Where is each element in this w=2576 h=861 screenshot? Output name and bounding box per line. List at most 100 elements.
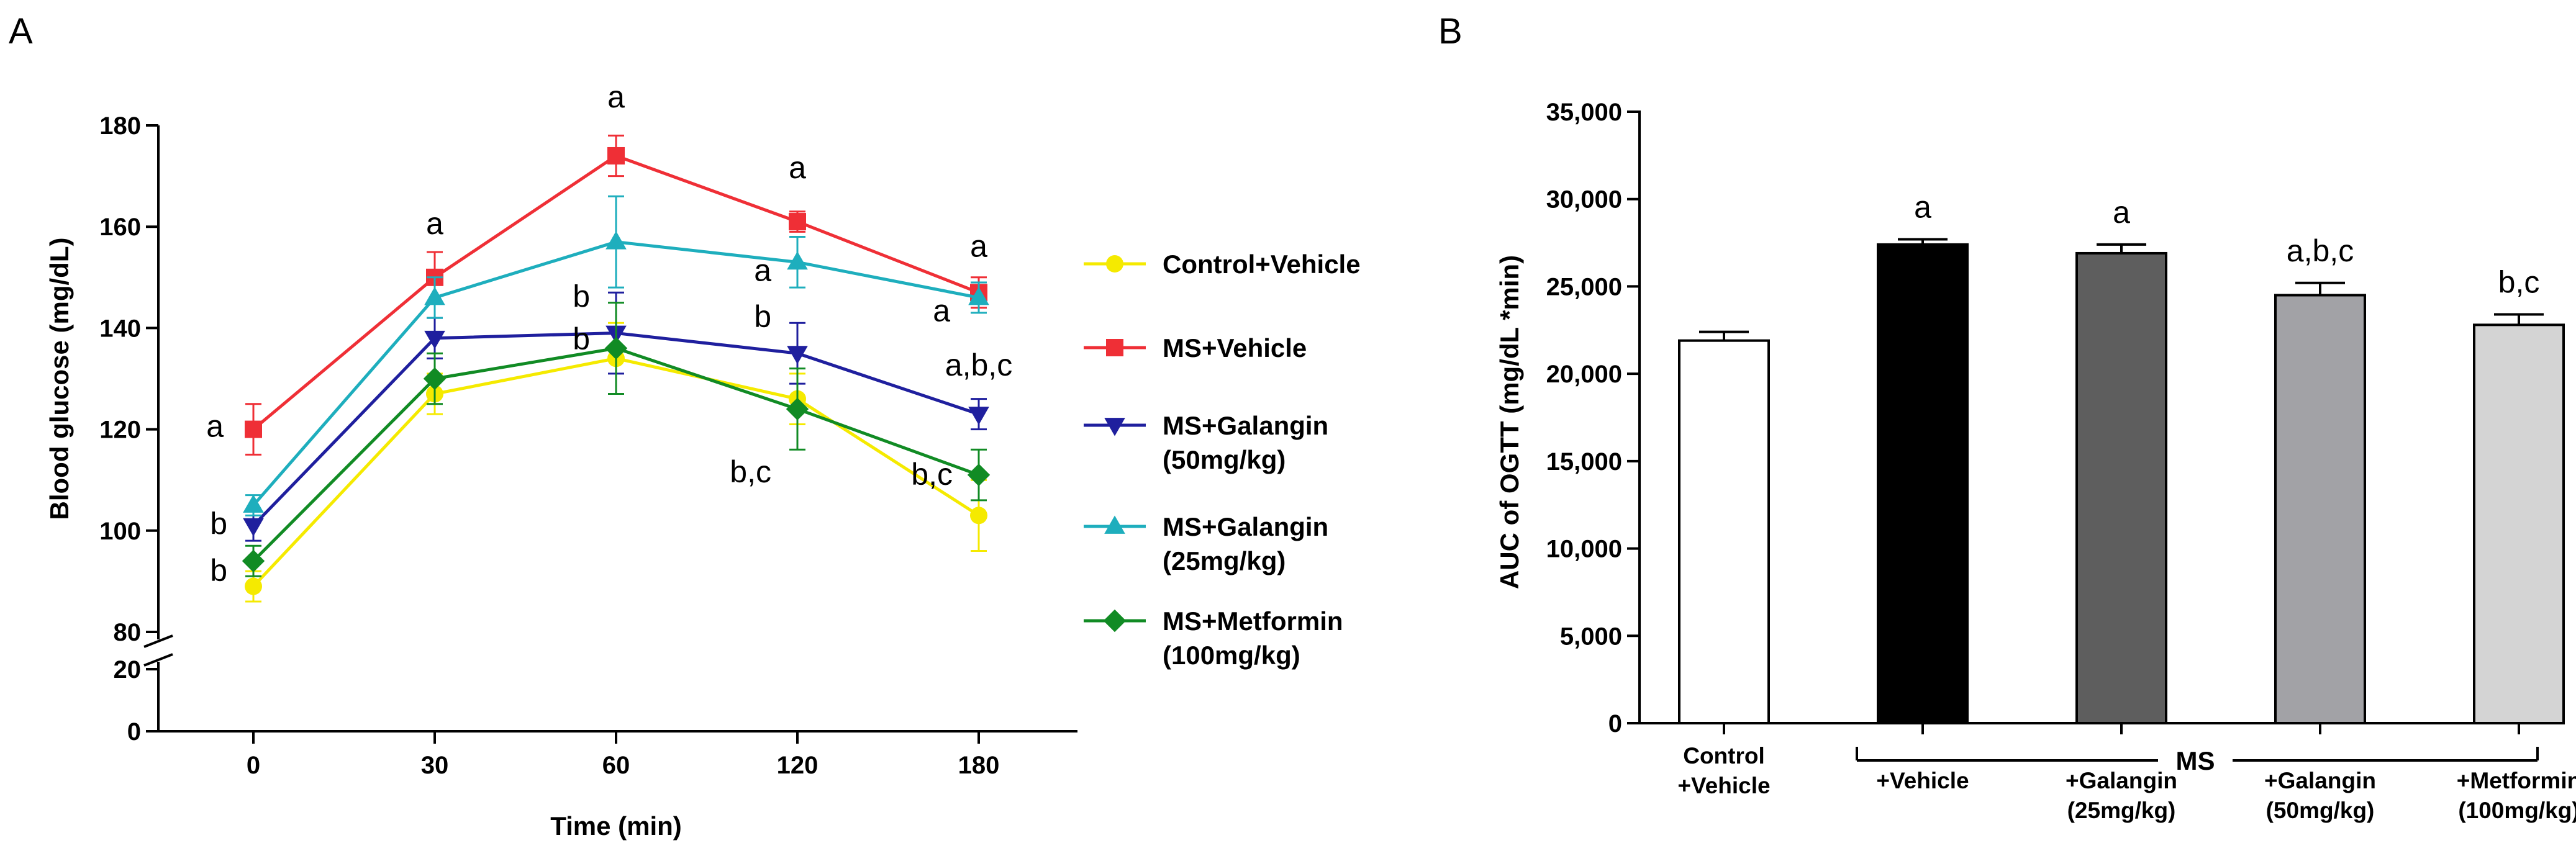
legend-label: MS+Vehicle	[1163, 333, 1307, 363]
chart-panel-a: A 0 20 80 100 120 140 160 180 0 30 60 120 180 Time (m…	[9, 11, 1361, 841]
x-category-label: +Vehicle	[1876, 768, 1969, 793]
x-axis-title: Time (min)	[550, 811, 682, 841]
x-tick-label: 30	[421, 752, 449, 779]
axis-break-mark	[143, 634, 173, 648]
data-point-ms_vehicle	[607, 147, 625, 165]
x-tick-label: 0	[247, 752, 260, 779]
significance-label: a	[426, 206, 443, 241]
significance-label: b	[210, 507, 227, 541]
significance-label: a	[970, 228, 987, 263]
legend-marker-ms_vehicle	[1106, 339, 1123, 356]
y-axis-title: Blood glucose (mg/dL)	[45, 238, 74, 520]
chart-panel-b: B 0 5,000 10,000 15,000 20,000 25,000 30,000 35…	[1438, 11, 2576, 823]
legend-marker-galangin25	[1104, 515, 1125, 534]
significance-label: a,b,c	[945, 348, 1012, 382]
significance-label: a	[1914, 189, 1931, 224]
x-tick-label: 180	[958, 752, 1000, 779]
y-tick-label: 180	[99, 112, 141, 140]
significance-label: b	[754, 299, 771, 334]
x-category-label: (25mg/kg)	[2067, 798, 2176, 823]
legend-label: (100mg/kg)	[1163, 641, 1300, 670]
bar	[1678, 339, 1770, 724]
x-category-label: (50mg/kg)	[2266, 798, 2375, 823]
y-tick-label: 20	[114, 656, 142, 683]
data-point-metformin	[786, 397, 809, 421]
panel-label-b: B	[1438, 11, 1463, 52]
x-category-label: Control	[1683, 743, 1765, 769]
significance-label: a	[607, 79, 625, 114]
data-point-galangin25	[424, 286, 445, 305]
series-metformin	[242, 302, 991, 577]
bar	[2274, 294, 2366, 724]
data-point-galangin50	[424, 330, 445, 349]
y-tick-label: 0	[127, 718, 141, 746]
significance-label: a	[789, 150, 806, 185]
legend-label: MS+Metformin	[1163, 606, 1343, 636]
y-tick-label: 5,000	[1560, 623, 1622, 650]
x-category-label: +Vehicle	[1677, 773, 1770, 798]
data-point-metformin	[242, 549, 265, 572]
data-point-galangin25	[605, 231, 627, 250]
data-point-galangin25	[968, 286, 989, 305]
y-tick-label: 160	[99, 214, 141, 241]
data-point-control	[245, 577, 262, 595]
y-tick-label: 30,000	[1546, 186, 1622, 214]
data-point-ms_vehicle	[789, 213, 806, 231]
data-point-galangin50	[968, 407, 989, 425]
legend-marker-control	[1106, 255, 1123, 273]
data-point-galangin50	[243, 518, 264, 537]
x-tick-label: 60	[602, 752, 630, 779]
x-category-label: (100mg/kg)	[2458, 798, 2576, 823]
data-point-ms_vehicle	[245, 420, 262, 438]
y-tick-label: 35,000	[1546, 99, 1622, 126]
significance-label: a	[933, 293, 950, 328]
data-point-metformin	[967, 463, 991, 487]
group-label: MS	[2176, 746, 2215, 775]
y-tick-label: 0	[1608, 710, 1622, 737]
series-galangin25	[243, 195, 989, 516]
legend-marker-galangin50	[1104, 418, 1125, 436]
y-tick-label: 100	[99, 518, 141, 545]
y-tick-label: 80	[114, 619, 142, 646]
significance-label: a	[2113, 195, 2130, 230]
significance-label: b,c	[911, 457, 953, 492]
significance-label: b	[210, 553, 227, 588]
data-point-metformin	[423, 367, 447, 390]
data-point-control	[970, 507, 987, 525]
legend-label: (50mg/kg)	[1163, 445, 1286, 474]
y-tick-label: 140	[99, 315, 141, 342]
y-tick-label: 120	[99, 417, 141, 444]
data-point-galangin25	[243, 494, 264, 513]
y-axis-title: AUC of OGTT (mg/dL *min)	[1495, 255, 1524, 589]
axis-break-mark	[143, 653, 173, 667]
legend-label: MS+Galangin	[1163, 411, 1328, 440]
x-tick-label: 120	[777, 752, 819, 779]
data-point-metformin	[604, 336, 628, 360]
significance-label: a	[206, 409, 224, 444]
y-tick-label: 10,000	[1546, 536, 1622, 563]
y-tick-label: 25,000	[1546, 273, 1622, 300]
bar	[2473, 323, 2565, 724]
data-point-galangin25	[787, 251, 808, 270]
significance-label: a,b,c	[2287, 233, 2354, 268]
y-tick-label: 15,000	[1546, 448, 1622, 476]
panel-label-a: A	[9, 11, 33, 52]
bar	[2075, 251, 2167, 724]
significance-label: b	[573, 279, 590, 314]
data-point-galangin50	[787, 346, 808, 364]
significance-label: b	[573, 322, 590, 356]
significance-label: b,c	[2498, 264, 2540, 299]
significance-label: b,c	[730, 454, 771, 489]
x-category-label: +Galangin	[2264, 768, 2376, 793]
legend: Control+Vehicle MS+Vehicle MS+Galangin (50m…	[1084, 250, 1361, 670]
y-tick-label: 20,000	[1546, 361, 1622, 388]
legend-label: MS+Galangin	[1163, 512, 1328, 541]
x-category-label: +Galangin	[2066, 768, 2177, 793]
bar	[1877, 243, 1969, 724]
legend-label: (25mg/kg)	[1163, 546, 1286, 575]
series-ms_vehicle	[245, 134, 987, 456]
legend-label: Control+Vehicle	[1163, 250, 1361, 279]
legend-marker-metformin	[1103, 609, 1127, 633]
x-category-label: +Metformin	[2457, 768, 2576, 793]
significance-label: a	[754, 253, 771, 287]
